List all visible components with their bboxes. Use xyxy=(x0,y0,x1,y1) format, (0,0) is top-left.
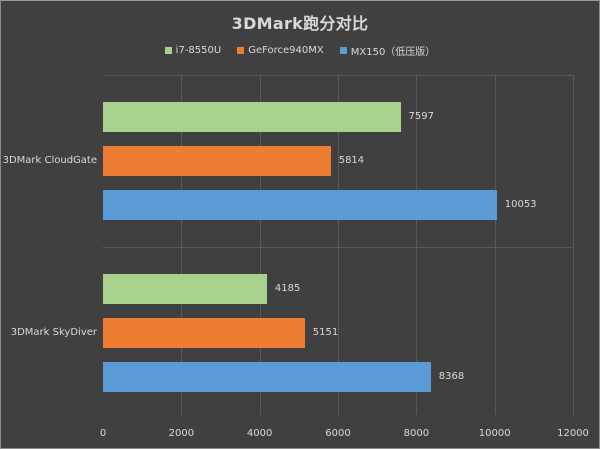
data-label: 10053 xyxy=(504,199,537,210)
x-tick-label: 2000 xyxy=(168,428,195,439)
legend: i7-8550U GeForce940MX MX150（低压版） xyxy=(0,43,600,58)
bar[interactable] xyxy=(103,146,331,176)
legend-label: GeForce940MX xyxy=(248,45,324,56)
data-label: 5151 xyxy=(312,327,339,338)
data-label: 5814 xyxy=(338,155,365,166)
category-label-skydiver: 3DMark SkyDiver xyxy=(10,327,97,338)
bar[interactable] xyxy=(103,318,305,348)
gridline xyxy=(338,75,339,415)
legend-swatch-blue xyxy=(339,47,347,54)
category-label-cloudgate: 3DMark CloudGate xyxy=(2,155,97,166)
bar[interactable] xyxy=(103,102,401,132)
bar[interactable] xyxy=(103,362,431,392)
x-tick-label: 6000 xyxy=(325,428,351,439)
data-label: 7597 xyxy=(408,111,434,122)
gridline xyxy=(416,75,417,415)
gridline xyxy=(573,75,574,415)
x-tick-label: 4000 xyxy=(246,428,273,439)
data-label: 8368 xyxy=(438,371,465,382)
legend-item-mx150[interactable]: MX150（低压版） xyxy=(339,43,436,58)
legend-item-geforce940mx[interactable]: GeForce940MX xyxy=(237,43,324,58)
gridline xyxy=(260,75,261,415)
chart-title: 3DMark跑分对比 xyxy=(231,14,369,33)
x-tick-label: 12000 xyxy=(557,428,589,439)
legend-label: i7-8550U xyxy=(175,45,222,56)
gridline xyxy=(495,75,496,415)
legend-swatch-green xyxy=(164,47,172,54)
plot-area: 7597 5814 10053 4185 5151 8368 xyxy=(103,75,574,415)
bar[interactable] xyxy=(103,190,497,220)
gridline xyxy=(181,75,182,415)
x-tick-label: 8000 xyxy=(403,428,430,439)
bar[interactable] xyxy=(103,274,267,304)
x-tick-label: 0 xyxy=(99,428,107,439)
legend-swatch-orange xyxy=(237,47,245,54)
legend-item-i7-8550u[interactable]: i7-8550U xyxy=(164,43,222,58)
legend-label: MX150（低压版） xyxy=(350,47,436,58)
data-label: 4185 xyxy=(274,283,301,294)
x-tick-label: 10000 xyxy=(478,428,511,439)
